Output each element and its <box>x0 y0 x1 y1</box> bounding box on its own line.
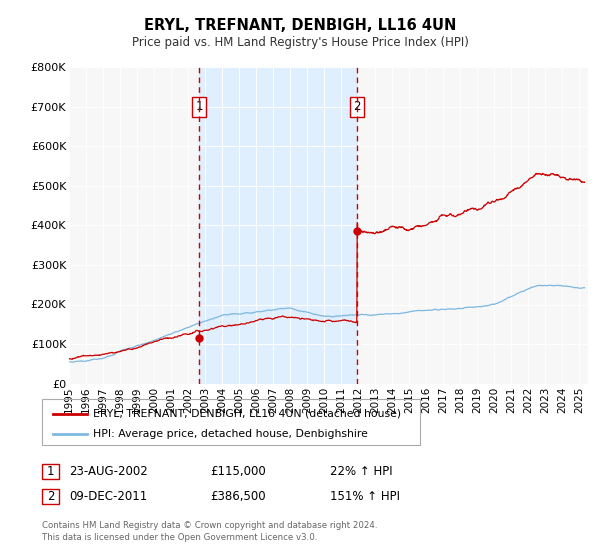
Text: £115,000: £115,000 <box>210 465 266 478</box>
Text: This data is licensed under the Open Government Licence v3.0.: This data is licensed under the Open Gov… <box>42 533 317 542</box>
Text: 1: 1 <box>47 465 54 478</box>
Text: 2: 2 <box>353 100 361 113</box>
Text: ERYL, TREFNANT, DENBIGH, LL16 4UN: ERYL, TREFNANT, DENBIGH, LL16 4UN <box>144 18 456 32</box>
Text: £386,500: £386,500 <box>210 490 266 503</box>
Text: 2: 2 <box>47 490 54 503</box>
Text: ERYL, TREFNANT, DENBIGH, LL16 4UN (detached house): ERYL, TREFNANT, DENBIGH, LL16 4UN (detac… <box>93 409 401 418</box>
Bar <box>199 67 357 384</box>
Text: Contains HM Land Registry data © Crown copyright and database right 2024.: Contains HM Land Registry data © Crown c… <box>42 521 377 530</box>
Text: 23-AUG-2002: 23-AUG-2002 <box>69 465 148 478</box>
Text: 151% ↑ HPI: 151% ↑ HPI <box>330 490 400 503</box>
Text: Price paid vs. HM Land Registry's House Price Index (HPI): Price paid vs. HM Land Registry's House … <box>131 36 469 49</box>
Text: 22% ↑ HPI: 22% ↑ HPI <box>330 465 392 478</box>
Text: HPI: Average price, detached house, Denbighshire: HPI: Average price, detached house, Denb… <box>93 428 368 438</box>
Text: 1: 1 <box>196 100 203 113</box>
Text: 09-DEC-2011: 09-DEC-2011 <box>69 490 147 503</box>
